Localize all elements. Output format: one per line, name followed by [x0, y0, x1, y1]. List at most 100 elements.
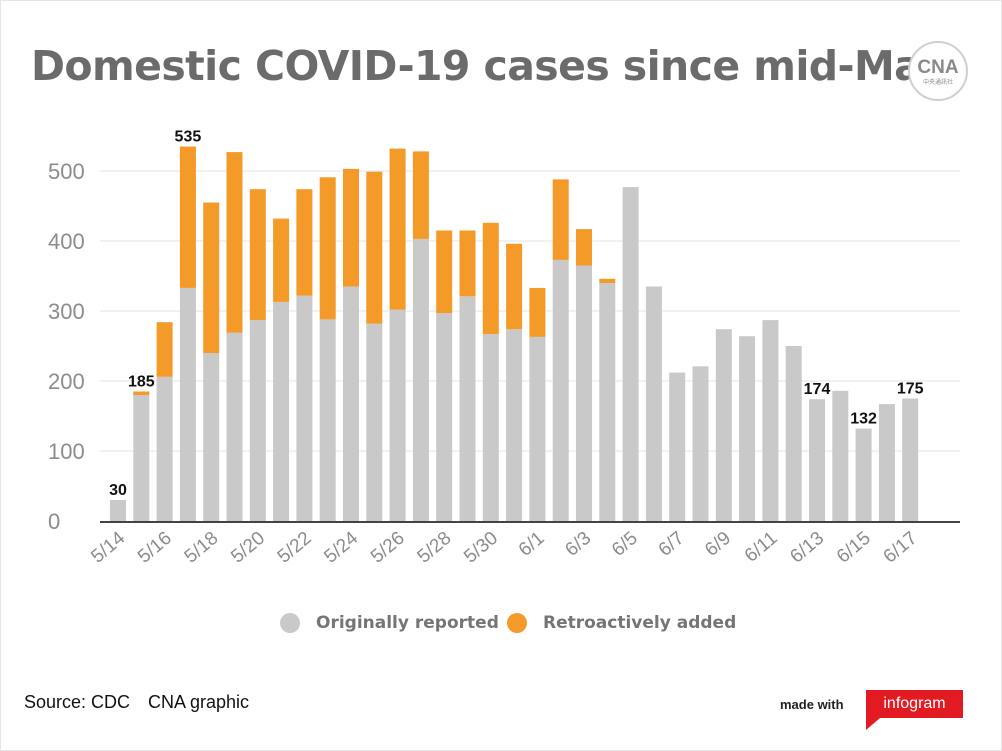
bars — [110, 146, 919, 521]
bar-retro-6/3 — [576, 229, 592, 266]
bar-retro-5/26 — [389, 148, 406, 310]
source-note: Source: CDC — [24, 692, 131, 712]
bar-original-6/9 — [715, 329, 732, 521]
bar-original-6/4 — [599, 283, 616, 521]
logo-subtitle: 中央通訊社 — [923, 78, 953, 86]
y-tick-label: 0 — [48, 509, 60, 534]
bar-retro-5/24 — [343, 168, 359, 287]
bar-original-6/10 — [739, 336, 756, 521]
x-tick-label: 5/28 — [414, 528, 456, 568]
y-tick-label: 100 — [48, 439, 85, 464]
x-tick-label: 5/24 — [320, 527, 362, 567]
x-tick-label: 5/22 — [274, 528, 316, 568]
bar-retro-5/27 — [412, 151, 429, 239]
bar-original-6/16 — [878, 404, 895, 521]
bar-original-5/29 — [459, 296, 476, 521]
bar-original-6/2 — [552, 259, 569, 521]
bar-retro-5/19 — [226, 152, 243, 333]
bar-original-6/11 — [762, 320, 779, 521]
bar-original-5/22 — [296, 295, 313, 521]
legend-label-original: Originally reported — [316, 613, 499, 633]
bar-original-5/23 — [319, 319, 336, 521]
bar-original-6/15 — [855, 428, 872, 521]
y-tick-labels: 0 100 200 300 400 500 — [48, 159, 85, 534]
y-tick-label: 500 — [48, 159, 85, 184]
data-labels: 30 185 535 174 132 175 — [109, 129, 924, 500]
data-label-6/15: 132 — [850, 411, 877, 428]
bar-original-5/26 — [389, 309, 406, 521]
x-tick-label: 6/5 — [608, 528, 642, 561]
x-tick-label: 5/26 — [367, 528, 409, 568]
bar-retro-5/20 — [249, 189, 266, 321]
x-tick-label: 6/17 — [880, 528, 922, 568]
infogram-badge-tail — [866, 718, 880, 730]
bar-original-6/12 — [785, 346, 802, 521]
bar-original-6/6 — [645, 286, 662, 521]
x-tick-labels: 5/14 5/16 5/18 5/20 5/22 5/24 5/26 5/28 5/30 6/1 6… — [87, 527, 921, 567]
x-tick-label: 5/16 — [134, 528, 176, 568]
made-with-text: made with — [780, 697, 844, 712]
bar-retro-5/16 — [156, 322, 173, 377]
x-tick-label: 6/13 — [786, 528, 828, 568]
cna-logo: CNA 中央通訊社 — [907, 40, 969, 102]
bar-original-6/13 — [809, 399, 825, 521]
bar-original-5/30 — [482, 334, 499, 521]
bar-retro-5/22 — [296, 189, 313, 296]
bar-retro-5/17 — [179, 146, 196, 288]
bar-original-5/15 — [133, 395, 150, 521]
y-tick-label: 300 — [48, 299, 85, 324]
x-tick-label: 5/18 — [181, 528, 223, 568]
x-tick-label: 5/30 — [460, 528, 502, 568]
chart-title: Domestic COVID-19 cases since mid-May — [31, 42, 947, 90]
bar-retro-5/25 — [366, 171, 383, 324]
graphic-credit: CNA graphic — [148, 692, 250, 712]
bar-retro-5/23 — [319, 177, 336, 320]
data-label-6/13: 174 — [804, 381, 831, 398]
bar-original-5/24 — [343, 286, 359, 521]
legend-label-retro: Retroactively added — [543, 613, 737, 633]
bar-retro-6/1 — [529, 287, 546, 337]
bar-original-5/14 — [110, 500, 126, 521]
y-tick-label: 400 — [48, 229, 85, 254]
bar-original-5/21 — [273, 301, 290, 521]
bar-original-5/20 — [249, 320, 266, 521]
bar-original-5/16 — [156, 376, 173, 521]
bar-original-5/19 — [226, 332, 243, 521]
bar-original-6/14 — [832, 390, 849, 521]
bar-original-5/25 — [366, 323, 383, 521]
y-tick-label: 200 — [48, 369, 85, 394]
bar-retro-5/30 — [482, 222, 499, 335]
logo-mark: CNA — [917, 57, 958, 78]
bar-original-5/28 — [436, 313, 453, 521]
x-tick-label: 6/7 — [655, 528, 689, 561]
bar-original-6/8 — [692, 366, 709, 521]
x-tick-label: 6/15 — [833, 528, 875, 568]
x-tick-label: 5/14 — [87, 527, 129, 567]
bar-original-5/17 — [179, 287, 196, 521]
x-tick-label: 6/11 — [741, 528, 782, 567]
bar-retro-5/28 — [436, 230, 453, 314]
bar-original-6/17 — [902, 398, 919, 521]
x-tick-label: 6/9 — [701, 528, 735, 561]
data-label-6/17: 175 — [897, 381, 924, 398]
bar-retro-5/18 — [203, 202, 220, 353]
data-label-5/14: 30 — [109, 482, 127, 499]
bar-original-5/27 — [412, 238, 429, 521]
data-label-5/15: 185 — [128, 374, 155, 391]
x-tick-label: 6/3 — [561, 528, 595, 561]
bar-original-6/5 — [622, 187, 639, 521]
x-tick-label: 6/1 — [515, 528, 549, 561]
infogram-link[interactable]: infogram — [866, 690, 963, 718]
bar-original-5/18 — [203, 353, 220, 521]
bar-original-6/7 — [669, 372, 686, 521]
data-label-5/17: 535 — [175, 129, 202, 146]
bar-retro-5/31 — [506, 243, 523, 330]
bar-retro-5/21 — [273, 218, 290, 302]
bar-original-5/31 — [506, 329, 523, 521]
bar-retro-5/29 — [459, 230, 476, 297]
legend-swatch-retro — [507, 613, 527, 633]
bar-retro-5/15 — [133, 391, 150, 395]
legend-swatch-original — [280, 613, 300, 633]
x-tick-label: 5/20 — [227, 528, 269, 568]
